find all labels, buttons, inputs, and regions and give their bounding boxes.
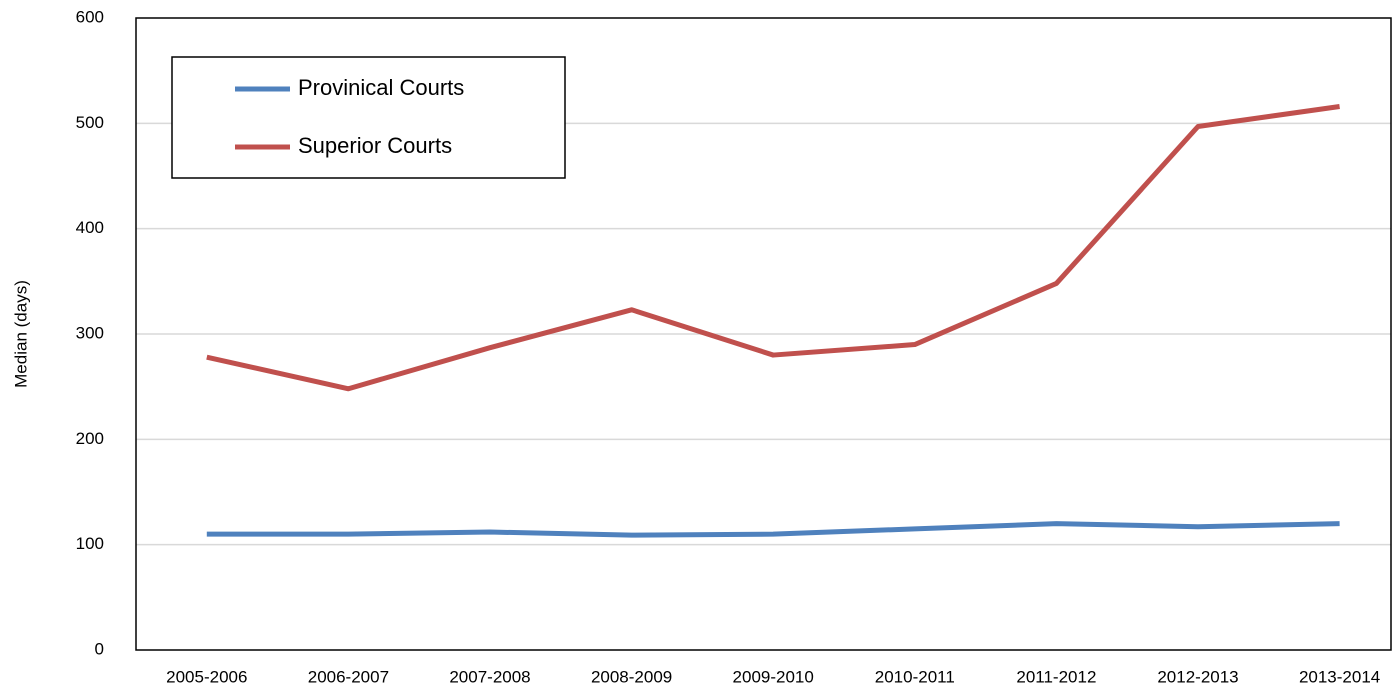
plot-frame: [135, 17, 1392, 651]
y-axis-label: Median (days): [11, 280, 30, 388]
legend-box: [171, 56, 566, 179]
x-tick-label: 2012-2013: [1157, 667, 1238, 686]
y-tick-label: 100: [76, 534, 104, 553]
x-tick-label: 2009-2010: [733, 667, 814, 686]
x-tick-label: 2010-2011: [875, 667, 955, 686]
x-tick-label: 2008-2009: [591, 667, 672, 686]
y-tick-label: 0: [95, 639, 104, 658]
x-tick-label: 2005-2006: [166, 667, 247, 686]
x-tick-label: 2011-2012: [1016, 667, 1096, 686]
y-tick-label: 400: [76, 218, 104, 237]
y-tick-label: 200: [76, 429, 104, 448]
legend-label: Superior Courts: [298, 133, 452, 158]
series-line: [206, 104, 1340, 392]
y-tick-label: 600: [76, 7, 104, 26]
series-line: [206, 521, 1340, 538]
x-tick-label: 2013-2014: [1299, 667, 1380, 686]
y-tick-label: 300: [76, 323, 104, 342]
legend-label: Provinical Courts: [298, 75, 464, 100]
x-tick-label: 2006-2007: [308, 667, 389, 686]
y-tick-label: 500: [76, 113, 104, 132]
x-tick-label: 2007-2008: [449, 667, 530, 686]
